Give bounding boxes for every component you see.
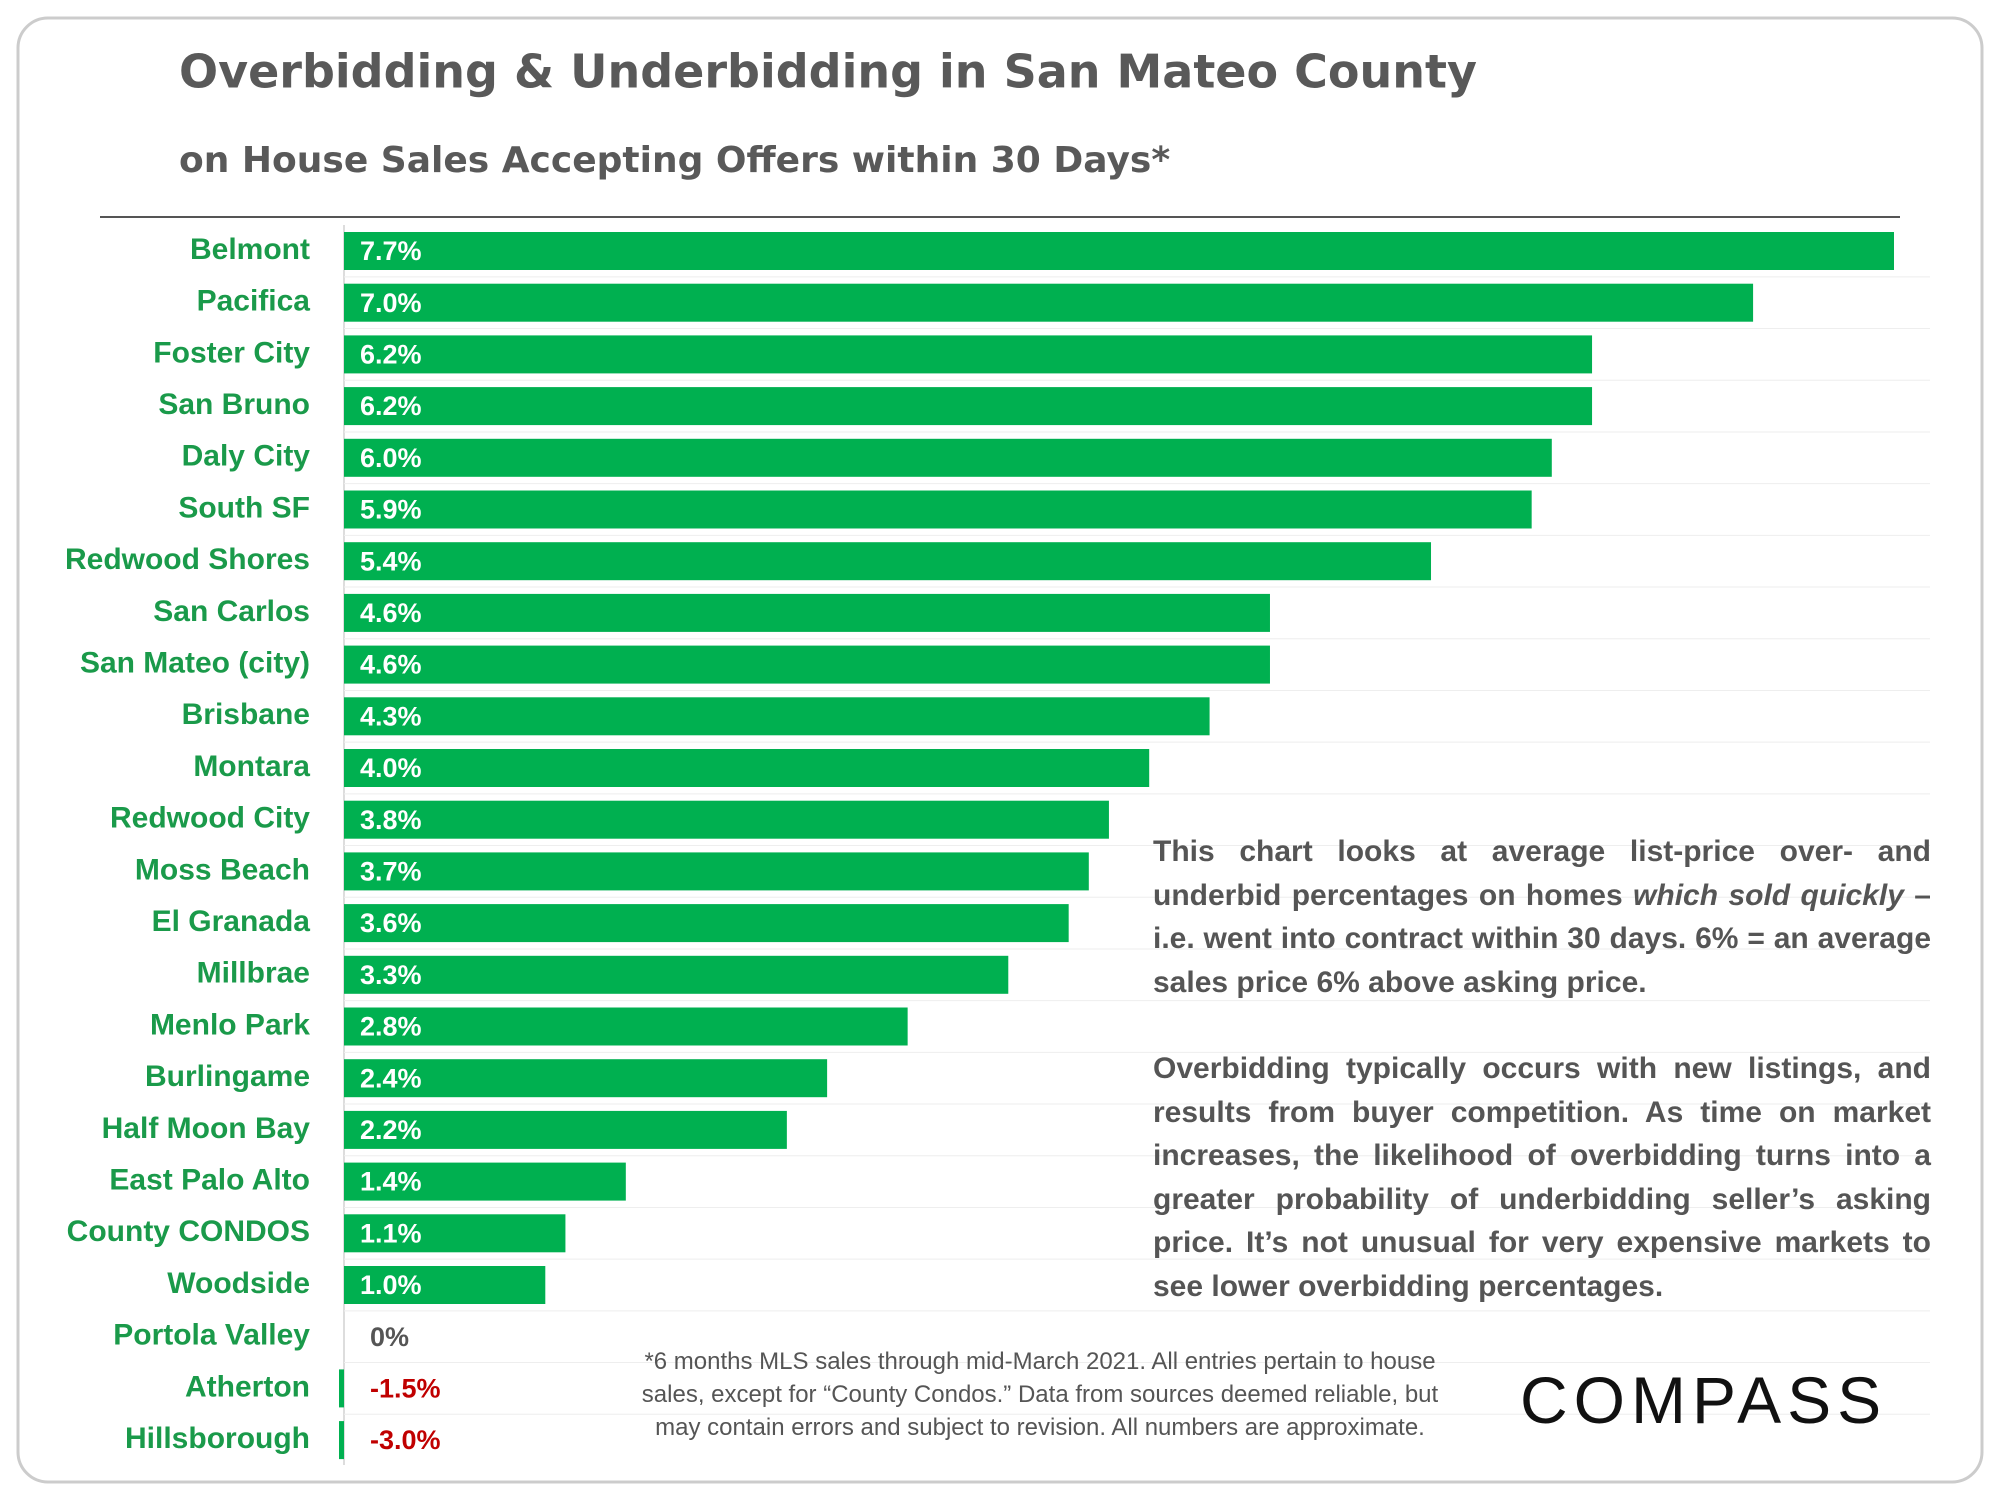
value-label: 1.1% <box>360 1218 422 1248</box>
bar <box>344 387 1593 426</box>
value-label: 4.3% <box>360 701 422 731</box>
y-tick-label: Moss Beach <box>135 853 310 886</box>
value-label: 2.8% <box>360 1012 422 1042</box>
y-tick-label: Portola Valley <box>113 1319 310 1352</box>
bar <box>344 1266 546 1304</box>
text: This chart looks at average list-price o… <box>1153 835 1931 912</box>
bar <box>344 645 1270 684</box>
bar <box>344 438 1552 477</box>
value-label: 6.2% <box>360 391 422 421</box>
value-label: 5.4% <box>360 546 422 576</box>
value-label: 0% <box>370 1322 409 1352</box>
chart-subtitle: on House Sales Accepting Offers within 3… <box>179 140 1170 181</box>
value-label: 2.2% <box>360 1115 422 1145</box>
footnote-line: may contain errors and subject to revisi… <box>655 1414 1425 1441</box>
y-tick-label: Woodside <box>167 1267 310 1300</box>
y-tick-label: Hillsborough <box>125 1422 310 1455</box>
value-label: 5.9% <box>360 495 422 525</box>
value-label: 1.0% <box>360 1270 422 1300</box>
y-tick-label: Pacifica <box>197 285 311 318</box>
annotation-2: Overbidding typically occurs with new li… <box>1153 1052 1931 1303</box>
text: – i.e. went into contract within 30 days… <box>1153 878 1931 999</box>
value-label: 6.0% <box>360 443 422 473</box>
y-tick-label: Half Moon Bay <box>102 1112 311 1145</box>
y-tick-label: Daly City <box>182 440 311 473</box>
value-label: 4.6% <box>360 598 422 628</box>
bar <box>344 749 1150 787</box>
logo: COMPASS <box>1520 1363 1888 1437</box>
y-tick-label: Montara <box>193 750 310 783</box>
y-tick-label: San Mateo (city) <box>80 647 310 680</box>
value-label: 3.6% <box>360 908 422 938</box>
bar <box>344 697 1210 736</box>
chart-title: Overbidding & Underbidding in San Mateo … <box>179 45 1477 99</box>
bar <box>339 1421 344 1460</box>
bar <box>344 335 1593 374</box>
value-label: 3.3% <box>360 960 422 990</box>
y-tick-label: Burlingame <box>145 1060 310 1093</box>
value-label: 4.0% <box>360 753 422 783</box>
y-tick-label: Brisbane <box>182 698 310 731</box>
y-tick-label: County CONDOS <box>67 1215 310 1248</box>
footnote-line: *6 months MLS sales through mid-March 20… <box>644 1348 1436 1375</box>
y-tick-label: San Bruno <box>158 388 310 421</box>
bars <box>339 232 1894 1460</box>
bar <box>344 852 1089 891</box>
bar <box>344 1110 787 1149</box>
bar <box>344 955 1009 994</box>
value-label: 6.2% <box>360 340 422 370</box>
text-italic: which sold quickly <box>1633 878 1904 912</box>
bar <box>344 232 1894 270</box>
y-tick-label: San Carlos <box>153 595 310 628</box>
y-tick-label: Redwood City <box>110 802 310 835</box>
bar <box>344 490 1532 529</box>
footnote: *6 months MLS sales through mid-March 20… <box>590 1345 1490 1444</box>
bar <box>344 593 1270 632</box>
bar <box>344 800 1109 839</box>
y-tick-label: Belmont <box>190 233 310 266</box>
y-tick-label: Atherton <box>185 1370 310 1403</box>
y-tick-label: Redwood Shores <box>65 543 310 576</box>
frame <box>16 16 1984 1484</box>
value-label: 3.8% <box>360 805 422 835</box>
value-label: -1.5% <box>370 1374 441 1404</box>
bar <box>344 1059 828 1098</box>
footnote-line: sales, except for “County Condos.” Data … <box>641 1381 1439 1408</box>
value-label: 1.4% <box>360 1167 422 1197</box>
y-tick-label: South SF <box>178 491 310 524</box>
value-label: 4.6% <box>360 650 422 680</box>
value-label: 7.0% <box>360 288 422 318</box>
y-tick-label: El Granada <box>152 905 311 938</box>
bar <box>344 1007 908 1046</box>
y-tick-label: Millbrae <box>197 957 310 990</box>
bar <box>344 542 1432 581</box>
bar <box>344 283 1754 322</box>
value-label: 3.7% <box>360 857 422 887</box>
bar <box>344 1214 566 1253</box>
value-label: 2.4% <box>360 1063 422 1093</box>
y-tick-label: Foster City <box>153 336 310 369</box>
bar <box>339 1369 345 1408</box>
bar <box>344 1162 626 1201</box>
annotation-1: This chart looks at average list-price o… <box>1153 830 1931 1004</box>
y-tick-label: East Palo Alto <box>109 1164 310 1197</box>
bar <box>344 904 1069 943</box>
y-tick-label: Menlo Park <box>150 1008 310 1041</box>
value-label: 7.7% <box>360 236 422 266</box>
value-label: -3.0% <box>370 1425 441 1455</box>
